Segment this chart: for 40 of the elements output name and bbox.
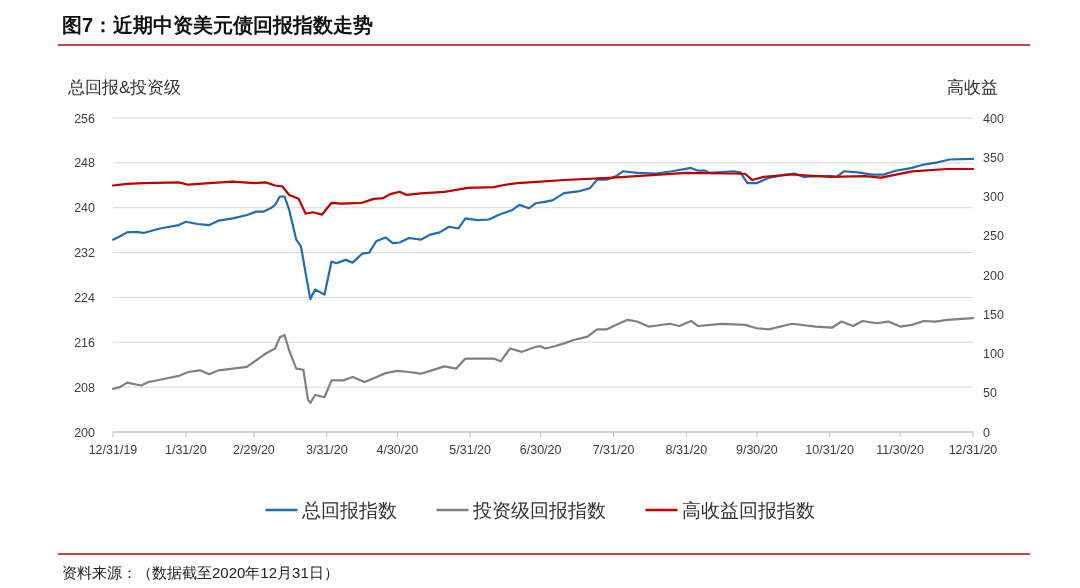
- x-tick-label: 6/30/20: [519, 443, 562, 457]
- x-tick-label: 9/30/20: [735, 443, 778, 457]
- y2-tick-label: 50: [983, 386, 997, 401]
- y2-tick-label: 250: [983, 229, 1004, 244]
- x-tick-label: 1/31/20: [164, 443, 207, 457]
- y2-tick-label: 400: [983, 111, 1004, 126]
- legend-label: 投资级回报指数: [471, 500, 606, 521]
- x-tick-label: 12/31/19: [88, 443, 138, 457]
- y2-tick-label: 150: [983, 307, 1004, 322]
- y2-tick-label: 350: [983, 150, 1004, 165]
- line-series: [111, 317, 975, 404]
- x-tick-label: 7/31/20: [592, 443, 635, 457]
- text: 资料来源：（数据截至2020年12月31日）: [62, 564, 339, 581]
- y2-tick-label: 100: [983, 347, 1004, 361]
- x-tick-label: 12/31/20: [948, 443, 998, 457]
- y-tick-label: 224: [74, 290, 96, 305]
- y-tick-label: 256: [74, 111, 96, 126]
- x-tick-label: 4/30/20: [376, 443, 419, 457]
- y-tick-label: 240: [74, 201, 96, 216]
- line-series: [111, 157, 975, 301]
- x-tick-label: 8/31/20: [665, 443, 708, 457]
- y2-tick-label: 0: [983, 425, 990, 440]
- x-tick-label: 11/30/20: [876, 443, 925, 457]
- x-tick-label: 10/31/20: [805, 443, 855, 457]
- y2-tick-label: 300: [983, 190, 1004, 204]
- x-tick-label: 5/31/20: [449, 443, 492, 457]
- x-tick-label: 2/29/20: [233, 443, 275, 457]
- y2-axis-title: 高收益: [947, 78, 998, 97]
- chart-title: 图7：近期中资美元债回报指数走势: [62, 14, 374, 36]
- y-tick-label: 200: [74, 425, 96, 440]
- y-tick-label: 216: [74, 335, 96, 350]
- legend-label: 总回报指数: [300, 500, 397, 521]
- y-tick-label: 248: [74, 156, 96, 171]
- y-tick-label: 208: [74, 380, 96, 395]
- line-series: [111, 167, 975, 216]
- y-tick-label: 232: [74, 246, 96, 261]
- y2-tick-label: 200: [983, 268, 1004, 283]
- x-tick-label: 3/31/20: [305, 443, 348, 457]
- legend-label: 高收益回报指数: [681, 500, 815, 521]
- y-axis-title: 总回报&投资级: [67, 78, 182, 97]
